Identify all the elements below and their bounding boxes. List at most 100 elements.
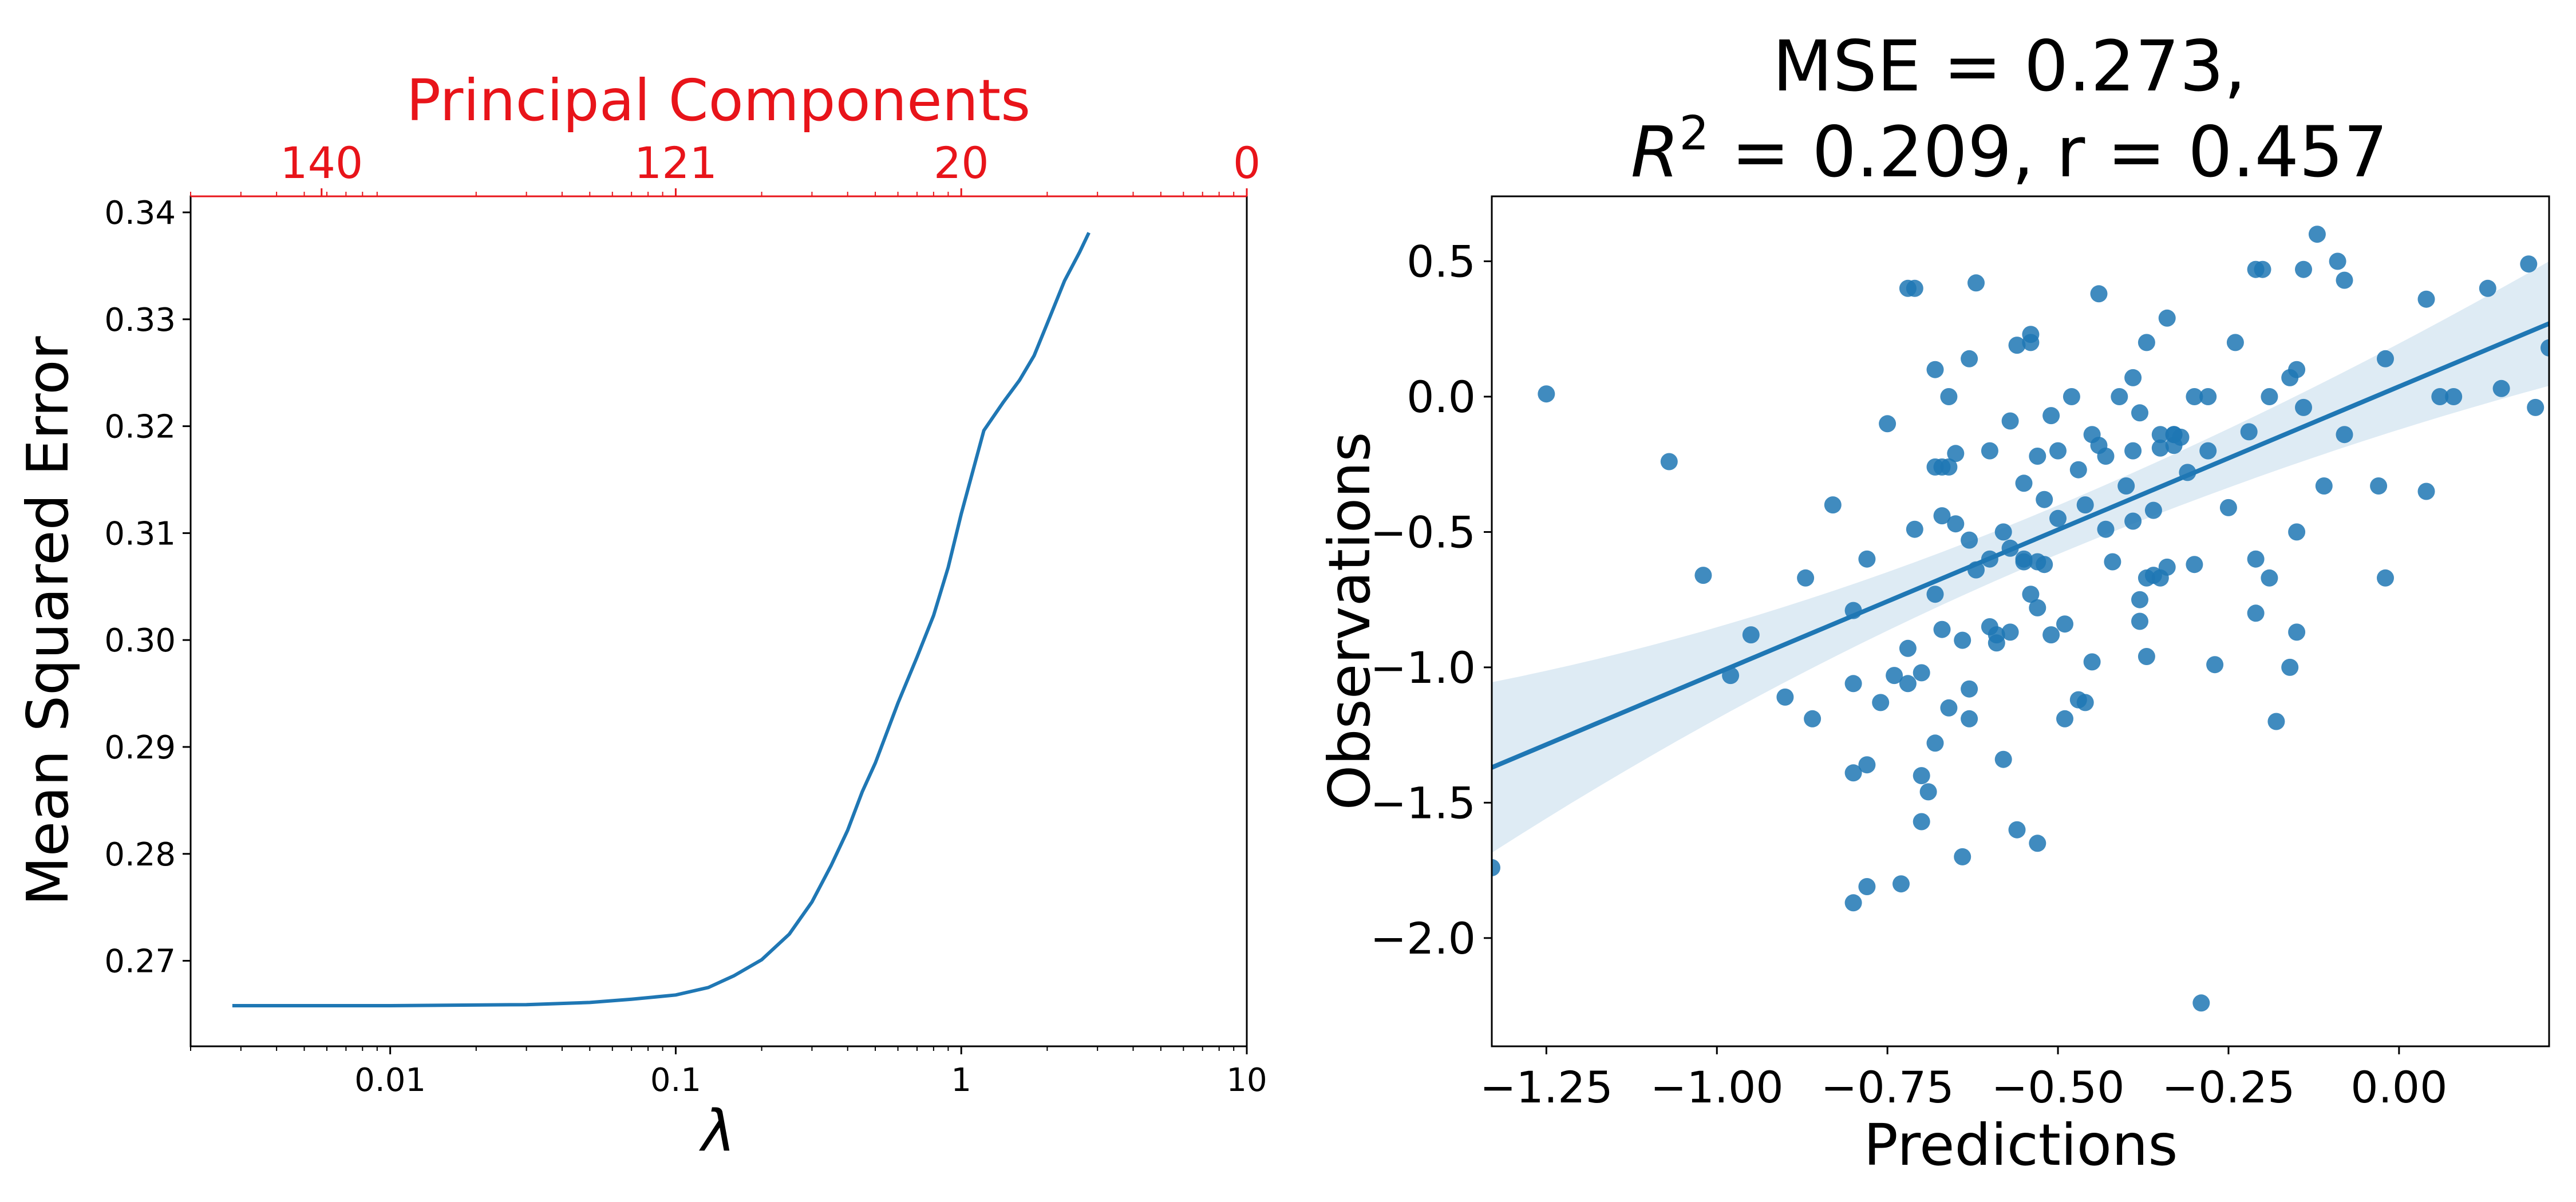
left-y-tick-label: 0.32	[104, 409, 176, 446]
scatter-point	[1926, 734, 1944, 752]
scatter-point	[2029, 599, 2046, 616]
scatter-point	[2131, 612, 2148, 630]
scatter-point	[2001, 623, 2019, 641]
scatter-point	[2158, 558, 2176, 576]
scatter-point	[2124, 442, 2142, 460]
left-x-tick-label: 0.01	[354, 1062, 426, 1099]
scatter-point	[2029, 448, 2046, 465]
scatter-point	[2492, 379, 2510, 397]
right-title-line-2-rest: = 0.209, r = 0.457	[1709, 112, 2388, 193]
scatter-point	[2261, 388, 2278, 405]
scatter-point	[2001, 412, 2019, 430]
scatter-point	[2076, 694, 2094, 711]
scatter-points-layer	[1492, 226, 2549, 1012]
r-squared-symbol: R	[1631, 112, 1680, 193]
scatter-point	[1926, 361, 1944, 378]
scatter-point	[2254, 260, 2271, 278]
left-y-tick-label: 0.27	[104, 943, 176, 980]
left-x-tick-label: 10	[1226, 1062, 1267, 1099]
scatter-point	[2261, 569, 2278, 587]
scatter-point	[2247, 550, 2265, 568]
right-y-tick-label: 0.5	[1406, 236, 1476, 287]
left-y-tick-label: 0.30	[104, 622, 176, 659]
scatter-point	[1967, 274, 1985, 292]
scatter-point	[2056, 615, 2073, 633]
scatter-point	[2527, 398, 2545, 416]
scatter-point	[2090, 285, 2108, 303]
right-y-ticks: −2.0 −1.5 −1.0 −0.5 0.0 0.5	[1370, 236, 1492, 964]
scatter-point	[2288, 523, 2306, 541]
right-y-tick-label: −1.5	[1370, 777, 1476, 828]
scatter-point	[2042, 626, 2060, 644]
scatter-point	[1961, 531, 1978, 549]
right-title-line-1: MSE = 0.273,	[1772, 26, 2246, 107]
scatter-point	[2138, 648, 2155, 665]
scatter-point	[1961, 710, 1978, 727]
right-y-tick-label: −2.0	[1370, 913, 1476, 964]
scatter-point	[2097, 520, 2115, 538]
scatter-point	[1694, 567, 1712, 584]
scatter-point	[1988, 634, 2005, 652]
mse-curve-layer	[232, 232, 1091, 1007]
right-y-axis-label: Observations	[1316, 432, 1383, 810]
scatter-point	[2138, 334, 2155, 351]
left-y-ticks: 0.27 0.28 0.29 0.30 0.31 0.32 0.33 0.34	[104, 195, 191, 980]
scatter-point	[2288, 361, 2306, 378]
scatter-point	[2315, 477, 2333, 495]
scatter-point	[2377, 350, 2394, 367]
scatter-point	[2008, 337, 2026, 354]
scatter-point	[1919, 783, 1937, 801]
scatter-point	[2076, 496, 2094, 514]
scatter-point	[2240, 423, 2258, 441]
top-tick-label: 121	[634, 137, 717, 188]
scatter-point	[1660, 453, 1678, 470]
scatter-point	[2008, 821, 2026, 839]
right-y-tick-label: −1.0	[1370, 642, 1476, 693]
scatter-point	[1961, 680, 1978, 698]
scatter-point	[2417, 483, 2435, 500]
scatter-point	[2281, 658, 2299, 676]
scatter-point	[2151, 426, 2169, 444]
scatter-point	[2288, 623, 2306, 641]
right-x-tick-label: −1.25	[1480, 1062, 1613, 1113]
left-plot-frame	[189, 195, 1248, 1047]
right-y-tick-label: −0.5	[1370, 507, 1476, 557]
scatter-point	[1797, 569, 1815, 587]
scatter-point	[2377, 569, 2394, 587]
scatter-point	[2520, 255, 2538, 273]
top-tick-label: 0	[1233, 137, 1261, 188]
left-y-axis-label: Mean Squared Error	[14, 335, 81, 906]
left-x-ticks: 0.01 0.1 1 10	[190, 1046, 1267, 1099]
right-x-tick-label: −0.50	[1992, 1062, 2125, 1113]
scatter-point	[2186, 388, 2203, 405]
right-x-axis-label: Predictions	[1864, 1112, 2178, 1179]
scatter-point	[1742, 626, 1760, 644]
scatter-point	[2036, 556, 2053, 574]
right-x-tick-label: −0.75	[1821, 1062, 1954, 1113]
scatter-point	[2022, 586, 2040, 603]
scatter-point	[2219, 499, 2237, 516]
top-tick-label: 140	[280, 137, 363, 188]
scatter-point	[1926, 458, 1944, 476]
scatter-point	[2131, 404, 2148, 422]
scatter-point	[2131, 591, 2148, 608]
scatter-point	[2015, 550, 2033, 568]
scatter-point	[1940, 458, 1958, 476]
scatter-point	[1940, 388, 1958, 405]
scatter-point	[1933, 620, 1951, 638]
scatter-point	[1913, 813, 1930, 831]
scatter-point	[1804, 710, 1822, 727]
mse-vs-lambda-chart: 0.27 0.28 0.29 0.30 0.31 0.32 0.33 0.34 0.01 0.1…	[14, 67, 1267, 1164]
left-y-tick-label: 0.29	[104, 729, 176, 766]
scatter-point	[2199, 388, 2217, 405]
scatter-point	[2056, 710, 2073, 727]
scatter-point	[1954, 848, 1971, 865]
scatter-point	[2336, 271, 2353, 289]
scatter-point	[2036, 491, 2053, 508]
top-axis-label: Principal Components	[406, 67, 1031, 134]
scatter-point	[2111, 388, 2128, 405]
scatter-point	[2042, 407, 2060, 425]
scatter-point	[2049, 509, 2067, 527]
scatter-point	[2295, 398, 2312, 416]
